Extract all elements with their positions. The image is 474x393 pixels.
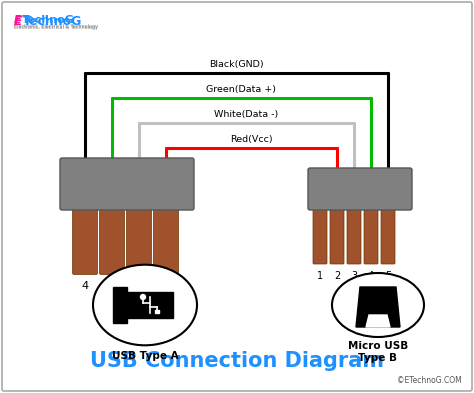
FancyBboxPatch shape <box>330 205 344 264</box>
Text: Electronic, Electrical & Technology: Electronic, Electrical & Technology <box>14 24 98 29</box>
Text: 3: 3 <box>351 271 357 281</box>
Circle shape <box>140 294 146 299</box>
Ellipse shape <box>332 273 424 337</box>
FancyBboxPatch shape <box>60 158 194 210</box>
Text: 2: 2 <box>136 281 143 291</box>
Text: 5: 5 <box>385 271 391 281</box>
Text: TechnoG: TechnoG <box>22 15 75 25</box>
Text: 4: 4 <box>82 281 89 291</box>
Text: E: E <box>14 15 22 28</box>
Text: 1: 1 <box>163 281 170 291</box>
Text: 3: 3 <box>109 281 116 291</box>
FancyBboxPatch shape <box>347 205 361 264</box>
Polygon shape <box>366 315 390 327</box>
FancyBboxPatch shape <box>73 202 98 274</box>
Text: 4: 4 <box>368 271 374 281</box>
FancyBboxPatch shape <box>313 205 327 264</box>
Polygon shape <box>127 292 173 318</box>
Text: USB Type A: USB Type A <box>112 351 178 360</box>
FancyBboxPatch shape <box>127 202 152 274</box>
Text: USB Connection Diagram: USB Connection Diagram <box>90 351 384 371</box>
Text: 1: 1 <box>317 271 323 281</box>
Text: Black(GND): Black(GND) <box>209 60 264 69</box>
Bar <box>155 310 159 313</box>
Text: E: E <box>14 15 22 25</box>
Text: Green(Data +): Green(Data +) <box>207 85 276 94</box>
FancyBboxPatch shape <box>308 168 412 210</box>
Polygon shape <box>113 287 127 323</box>
Polygon shape <box>356 287 400 327</box>
Text: Red(Vcc): Red(Vcc) <box>230 135 273 144</box>
Ellipse shape <box>93 265 197 345</box>
Text: Electronic, Electrical & Technology: Electronic, Electrical & Technology <box>14 25 98 30</box>
Text: White(Data -): White(Data -) <box>214 110 279 119</box>
FancyBboxPatch shape <box>381 205 395 264</box>
FancyBboxPatch shape <box>364 205 378 264</box>
Text: ©ETechnoG.COM: ©ETechnoG.COM <box>397 376 462 385</box>
Text: Micro USB
Type B: Micro USB Type B <box>348 341 408 363</box>
FancyBboxPatch shape <box>100 202 125 274</box>
FancyBboxPatch shape <box>154 202 179 274</box>
Text: 2: 2 <box>334 271 340 281</box>
Text: TechnoG: TechnoG <box>23 15 82 28</box>
